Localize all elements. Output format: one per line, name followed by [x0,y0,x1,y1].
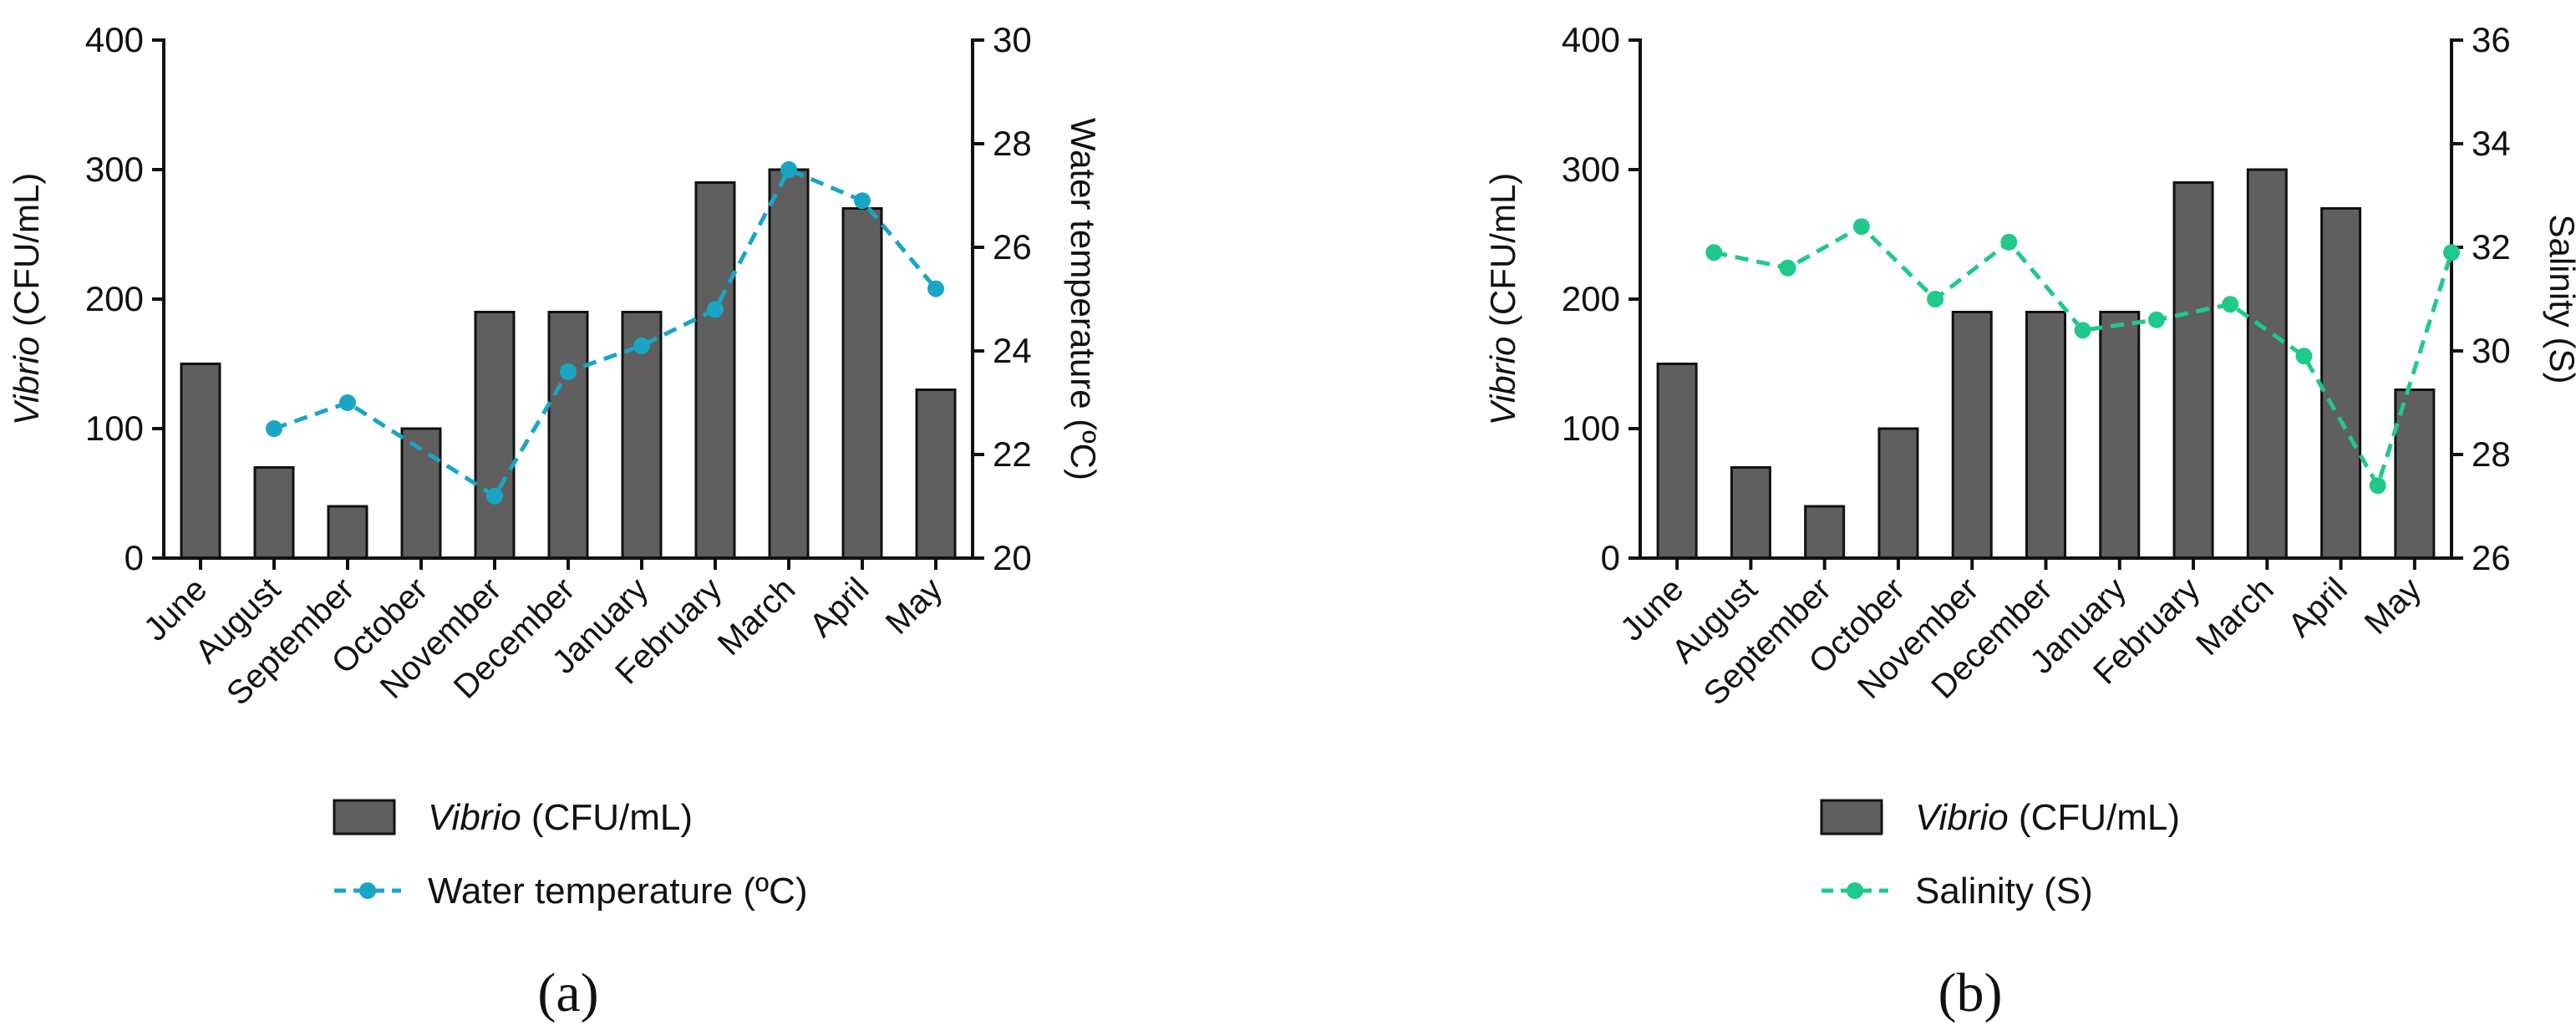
legend-line-marker [359,882,376,899]
series-point [1852,218,1870,236]
chart-panel-b: 0100200300400262830323436JuneAugustSepte… [1483,20,2576,1023]
legend-line-label: Water temperature (ºC) [428,871,808,912]
left-axis-title-rest: (CFU/mL) [1483,173,1522,337]
right-tick-label: 34 [2472,124,2511,163]
legend-bar-label-rest: (CFU/mL) [521,797,693,838]
series-point [1927,291,1944,307]
right-tick-label: 26 [993,227,1032,267]
legend-bar-label-italic: Vibrio [428,797,521,838]
bar-may [915,389,957,560]
left-tick-label: 300 [85,150,144,189]
chart-panel-a: 0100200300400202224262830JuneAugustSepte… [7,20,1103,1023]
bar-march [768,168,810,560]
x-tick-label: March [711,571,803,663]
panel-label: (a) [537,962,598,1023]
series-point [339,394,356,411]
left-axis-title: Vibrio (CFU/mL) [7,173,46,426]
left-tick-label: 300 [1562,150,1620,189]
bar-august [1730,466,1771,560]
left-tick-label: 200 [1562,279,1620,318]
bar-december [2025,311,2066,560]
bar-june [1656,363,1698,560]
series-point [780,161,797,178]
right-tick-label: 30 [993,20,1032,59]
series-point [2369,477,2386,495]
left-axis-title-italic: Vibrio [1483,337,1522,426]
series-point [2443,244,2460,262]
x-tick-label: March [2189,571,2281,663]
series-line [273,166,937,500]
right-tick-label: 24 [993,331,1032,370]
right-tick-label: 20 [993,538,1032,577]
left-tick-label: 400 [1562,20,1620,59]
right-tick-label: 36 [2472,20,2511,59]
legend-line-marker [1847,882,1863,899]
left-tick-label: 0 [124,538,144,577]
left-tick-label: 0 [1601,538,1620,577]
bar-november [474,311,516,560]
bar-october [1877,427,1919,560]
bar-april [2320,207,2362,560]
left-axis-title-rest: (CFU/mL) [7,173,46,337]
legend-bar-label-rest: (CFU/mL) [2009,797,2180,838]
legend-bar-label: Vibrio (CFU/mL) [428,797,693,838]
legend-bar-label: Vibrio (CFU/mL) [1915,797,2180,838]
left-axis-title: Vibrio (CFU/mL) [1483,173,1522,426]
legend-bar-label-italic: Vibrio [1915,797,2009,838]
series-point [2074,322,2091,339]
bar-november [1951,311,1993,560]
series-point [1705,244,1723,262]
series-point [2222,296,2239,313]
legend-bar-swatch [333,799,396,835]
bar-february [694,181,736,560]
bar-april [841,207,883,560]
x-tick-label: May [879,571,950,642]
series-point [707,301,724,318]
series-point [2147,311,2165,328]
series-point [2000,233,2018,251]
right-tick-label: 28 [2472,434,2511,474]
series-point [633,337,650,354]
x-tick-label: May [2358,571,2429,642]
legend-line-label: Salinity (S) [1915,871,2093,912]
bar-september [1804,505,1846,560]
x-tick-label: April [2281,571,2355,644]
left-tick-label: 100 [1562,409,1620,448]
right-axis-title: Salinity (S) [2543,214,2576,383]
right-tick-label: 30 [2472,331,2511,370]
right-tick-label: 26 [2472,538,2511,577]
bar-january [2099,311,2141,560]
bar-september [327,505,368,560]
series-point [927,280,944,297]
left-tick-label: 200 [85,279,144,318]
bar-august [253,466,295,560]
series-point [2295,348,2313,365]
bar-june [180,363,221,560]
left-axis-title-italic: Vibrio [7,337,46,426]
panel-label: (b) [1938,962,2003,1023]
bar-march [2246,168,2288,560]
right-tick-label: 22 [993,434,1032,474]
series-point [1779,259,1796,277]
right-axis-title: Water temperature (ºC) [1064,118,1103,480]
legend-bar-swatch [1820,799,1883,835]
bar-december [547,311,589,560]
series-point [486,487,503,505]
bar-february [2172,181,2214,560]
bar-may [2394,389,2436,560]
right-tick-label: 28 [993,124,1032,163]
left-tick-label: 100 [85,409,144,448]
series-point [266,420,282,437]
x-tick-label: April [803,571,876,644]
right-tick-label: 32 [2472,227,2511,267]
series-point [854,192,871,210]
series-point [560,363,577,380]
left-tick-label: 400 [85,20,144,59]
series-line [1713,224,2454,491]
